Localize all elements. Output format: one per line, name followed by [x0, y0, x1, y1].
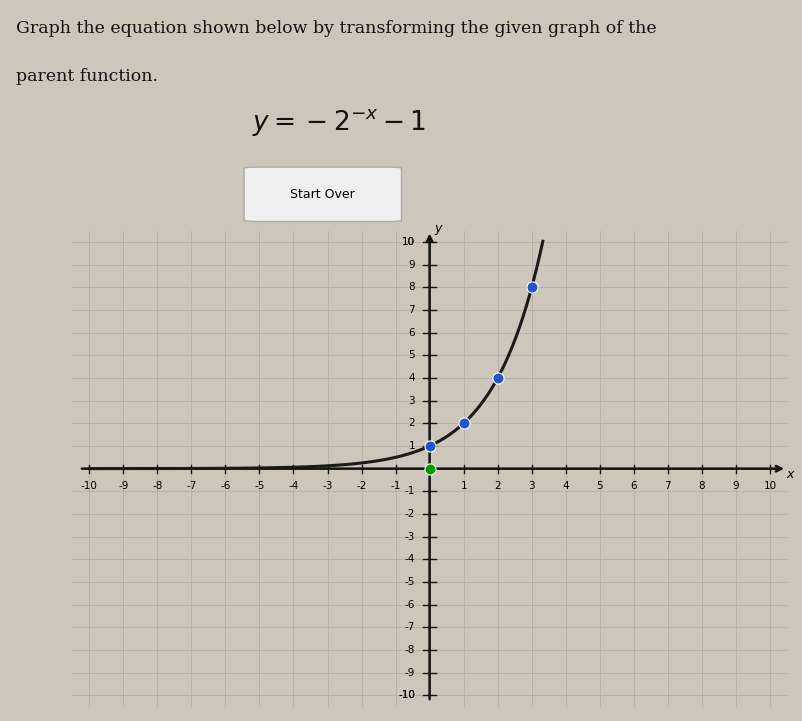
Text: 9: 9	[408, 260, 415, 270]
Text: 8: 8	[698, 481, 704, 491]
Text: 3: 3	[528, 481, 534, 491]
Text: -5: -5	[404, 577, 415, 587]
Text: -1: -1	[404, 486, 415, 496]
Text: 5: 5	[408, 350, 415, 360]
Text: 5: 5	[596, 481, 602, 491]
Text: 6: 6	[630, 481, 636, 491]
Text: 6: 6	[408, 327, 415, 337]
Text: 2: 2	[494, 481, 500, 491]
Text: -4: -4	[404, 554, 415, 565]
Text: Graph the equation shown below by transforming the given graph of the: Graph the equation shown below by transf…	[16, 20, 656, 37]
Text: -7: -7	[186, 481, 196, 491]
Text: -10: -10	[398, 690, 415, 700]
Text: -3: -3	[322, 481, 332, 491]
Text: -6: -6	[220, 481, 230, 491]
Text: 7: 7	[664, 481, 670, 491]
Text: 1: 1	[408, 441, 415, 451]
Text: -9: -9	[404, 668, 415, 678]
Text: 10: 10	[401, 237, 415, 247]
FancyBboxPatch shape	[244, 167, 401, 221]
Text: -5: -5	[254, 481, 265, 491]
Text: 10: 10	[401, 237, 415, 247]
Text: 3: 3	[408, 396, 415, 406]
Text: -3: -3	[404, 531, 415, 541]
Text: -2: -2	[356, 481, 367, 491]
Text: 4: 4	[561, 481, 569, 491]
Text: parent function.: parent function.	[16, 68, 158, 85]
Text: x: x	[786, 468, 793, 481]
Text: -8: -8	[152, 481, 162, 491]
Text: 2: 2	[408, 418, 415, 428]
Text: 10: 10	[763, 481, 776, 491]
Text: 1: 1	[460, 481, 467, 491]
Text: y: y	[434, 222, 441, 235]
Text: -10: -10	[81, 481, 98, 491]
Text: 7: 7	[408, 305, 415, 315]
Text: -4: -4	[288, 481, 298, 491]
Text: -1: -1	[390, 481, 400, 491]
Text: -10: -10	[398, 690, 415, 700]
Text: -7: -7	[404, 622, 415, 632]
Text: $y = -2^{-x} - 1$: $y = -2^{-x} - 1$	[251, 107, 425, 138]
Text: 8: 8	[408, 283, 415, 293]
Text: -2: -2	[404, 509, 415, 519]
Text: 4: 4	[408, 373, 415, 383]
Text: 9: 9	[731, 481, 739, 491]
Text: -9: -9	[118, 481, 128, 491]
Text: -6: -6	[404, 600, 415, 610]
Text: -8: -8	[404, 645, 415, 655]
Text: Start Over: Start Over	[290, 187, 354, 201]
